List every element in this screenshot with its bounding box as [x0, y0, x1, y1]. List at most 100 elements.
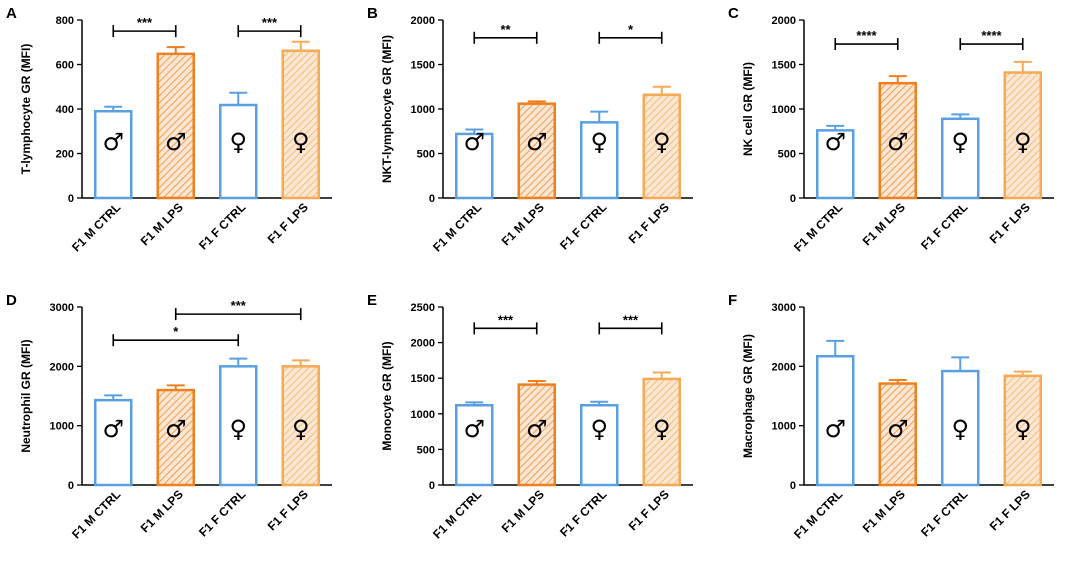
category-label: F1 F CTRL [196, 487, 248, 539]
sex-symbol: ♂ [824, 128, 846, 156]
category-label: F1 F LPS [265, 200, 311, 246]
y-tick-label: 500 [417, 149, 435, 161]
significance-label: *** [137, 15, 153, 30]
panel-letter: A [6, 5, 17, 22]
panel-e: E Monocyte GR (MFI) 0 500 1000 1500 2000 2500 ♂ F… [361, 287, 722, 574]
sex-symbol: ♀ [229, 415, 247, 443]
y-tick-label: 0 [429, 480, 435, 492]
sex-symbol: ♀ [1014, 415, 1032, 443]
y-axis-label: T-lymphocyte GR (MFI) [19, 44, 33, 175]
sex-symbol: ♂ [463, 128, 485, 156]
significance-label: *** [231, 298, 247, 313]
panel-b: B NKT-lymphocyte GR (MFI) 0 500 1000 1500 2000… [361, 0, 722, 287]
category-label: F1 F LPS [626, 200, 672, 246]
y-tick-label: 500 [417, 444, 435, 456]
sex-symbol: ♀ [653, 415, 671, 443]
category-label: F1 F CTRL [918, 200, 970, 252]
panel-a: A T-lymphocyte GR (MFI) 0 200 400 600 800 ♂ F1 M… [0, 0, 361, 287]
sex-symbol: ♂ [165, 415, 187, 443]
category-label: F1 M CTRL [791, 200, 845, 254]
sex-symbol: ♀ [653, 128, 671, 156]
category-label: F1 F LPS [987, 200, 1033, 246]
sex-symbol: ♂ [165, 128, 187, 156]
sex-symbol: ♀ [590, 128, 608, 156]
category-label: F1 F CTRL [918, 487, 970, 539]
y-tick-label: 2500 [411, 302, 435, 314]
significance-label: *** [262, 15, 278, 30]
sex-symbol: ♂ [526, 128, 548, 156]
bar [642, 377, 681, 487]
sex-symbol: ♂ [887, 415, 909, 443]
bar [219, 365, 258, 487]
significance-label: *** [498, 312, 514, 327]
category-label: F1 M CTRL [69, 487, 123, 541]
y-tick-label: 1000 [772, 104, 796, 116]
y-tick-label: 0 [429, 193, 435, 205]
category-label: F1 F CTRL [196, 200, 248, 252]
sex-symbol: ♂ [526, 415, 548, 443]
y-tick-label: 3000 [772, 302, 796, 314]
bar [1003, 71, 1042, 200]
chart-d-svg: D Neutrophil GR (MFI) 0 1000 2000 3000 ♂ F1 M C… [6, 292, 332, 541]
y-tick-label: 600 [56, 60, 74, 72]
sex-symbol: ♂ [887, 128, 909, 156]
chart-f-svg: F Macrophage GR (MFI) 0 1000 2000 3000 ♂ F1 M C… [728, 292, 1054, 541]
category-label: F1 F LPS [265, 487, 311, 533]
category-label: F1 M LPS [138, 487, 186, 535]
bar [94, 398, 133, 487]
sex-symbol: ♂ [824, 415, 846, 443]
chart-c-svg: C NK cell GR (MFI) 0 500 1000 1500 2000 ♂ F1 M C… [728, 5, 1054, 254]
y-tick-label: 2000 [411, 338, 435, 350]
category-label: F1 M CTRL [791, 487, 845, 541]
category-label: F1 F LPS [626, 487, 672, 533]
bar [816, 129, 855, 200]
bar [878, 382, 917, 487]
sex-symbol: ♀ [229, 128, 247, 156]
y-tick-label: 400 [56, 104, 74, 116]
significance-label: **** [981, 28, 1002, 43]
y-tick-label: 1500 [772, 60, 796, 72]
sex-symbol: ♂ [102, 415, 124, 443]
bar [816, 354, 855, 487]
panel-letter: D [6, 292, 17, 309]
y-tick-label: 0 [68, 193, 74, 205]
bar [455, 132, 494, 200]
y-tick-label: 200 [56, 149, 74, 161]
panel-letter: C [728, 5, 739, 22]
y-tick-label: 1500 [411, 60, 435, 72]
y-tick-label: 2000 [50, 361, 74, 373]
bar [1003, 374, 1042, 487]
panel-d: D Neutrophil GR (MFI) 0 1000 2000 3000 ♂ F1 M C… [0, 287, 361, 574]
y-tick-label: 0 [790, 193, 796, 205]
category-label: F1 F CTRL [557, 200, 609, 252]
y-tick-label: 0 [790, 480, 796, 492]
y-tick-label: 1000 [411, 409, 435, 421]
significance-label: * [173, 324, 179, 339]
y-axis-label: Monocyte GR (MFI) [380, 341, 394, 450]
y-tick-label: 3000 [50, 302, 74, 314]
bar [219, 103, 258, 200]
significance-label: **** [856, 28, 877, 43]
chart-a-svg: A T-lymphocyte GR (MFI) 0 200 400 600 800 ♂ F1 M… [6, 5, 332, 254]
bar [941, 117, 980, 200]
bar [580, 121, 619, 200]
panel-c: C NK cell GR (MFI) 0 500 1000 1500 2000 ♂ F1 M C… [722, 0, 1083, 287]
y-tick-label: 2000 [772, 15, 796, 27]
significance-label: * [628, 22, 634, 37]
sex-symbol: ♀ [1014, 128, 1032, 156]
sex-symbol: ♀ [292, 128, 310, 156]
category-label: F1 M CTRL [69, 200, 123, 254]
category-label: F1 M LPS [138, 200, 186, 248]
category-label: F1 M LPS [860, 487, 908, 535]
chart-e-svg: E Monocyte GR (MFI) 0 500 1000 1500 2000 2500 ♂ F… [367, 292, 693, 541]
category-label: F1 M LPS [860, 200, 908, 248]
y-axis-label: NK cell GR (MFI) [741, 62, 755, 156]
bar [941, 369, 980, 487]
y-tick-label: 2000 [772, 361, 796, 373]
bar [455, 404, 494, 487]
y-tick-label: 1000 [50, 421, 74, 433]
y-tick-label: 1000 [411, 104, 435, 116]
y-tick-label: 0 [68, 480, 74, 492]
